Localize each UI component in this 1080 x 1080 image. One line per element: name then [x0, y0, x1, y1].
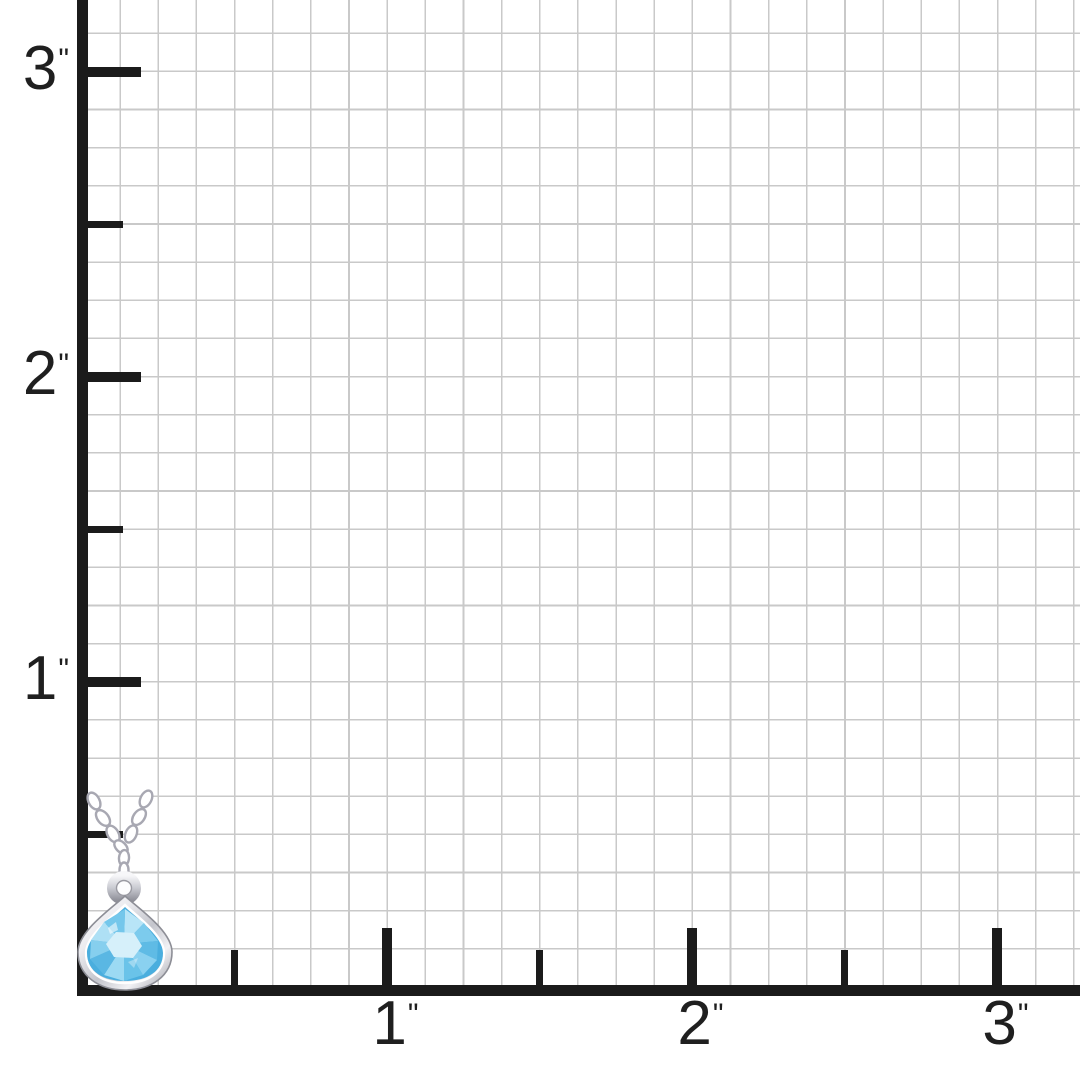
- product-photo-pendant: [77, 789, 173, 991]
- label-value: 2: [677, 989, 711, 1058]
- x-tick-major-3in: [992, 928, 1002, 988]
- inch-mark: ": [58, 653, 69, 686]
- x-tick-minor-2-5in: [841, 950, 848, 988]
- pendant-gem: [87, 907, 163, 981]
- necklace-chain: [86, 789, 154, 879]
- y-axis-label-3in: 3": [0, 38, 69, 100]
- inch-mark: ": [1017, 998, 1029, 1031]
- x-tick-minor-0-5in: [231, 950, 238, 988]
- y-tick-major-3in: [83, 67, 141, 77]
- y-axis-line: [77, 0, 88, 996]
- inch-mark: ": [58, 43, 69, 76]
- x-axis-label-1in: 1": [344, 993, 444, 1055]
- x-axis-label-3in: 3": [954, 993, 1054, 1055]
- inch-mark: ": [58, 348, 69, 381]
- y-tick-minor-1-5in: [83, 526, 123, 533]
- label-value: 1: [22, 644, 57, 713]
- y-tick-minor-2-5in: [83, 221, 123, 228]
- ruler-grid: [88, 0, 1080, 986]
- label-value: 3: [982, 989, 1016, 1058]
- x-axis-label-2in: 2": [649, 993, 749, 1055]
- x-tick-major-2in: [687, 928, 697, 988]
- y-axis-label-1in: 1": [0, 648, 69, 710]
- x-tick-minor-1-5in: [536, 950, 543, 988]
- inch-mark: ": [712, 998, 724, 1031]
- inch-mark: ": [407, 998, 419, 1031]
- label-value: 3: [22, 34, 57, 103]
- y-tick-minor-0-5in: [83, 831, 123, 838]
- label-value: 1: [372, 989, 406, 1058]
- x-tick-major-1in: [382, 928, 392, 988]
- y-axis-label-2in: 2": [0, 343, 69, 405]
- x-axis-line: [77, 985, 1080, 996]
- y-tick-major-2in: [83, 372, 141, 382]
- label-value: 2: [22, 339, 57, 408]
- y-tick-major-1in: [83, 677, 141, 687]
